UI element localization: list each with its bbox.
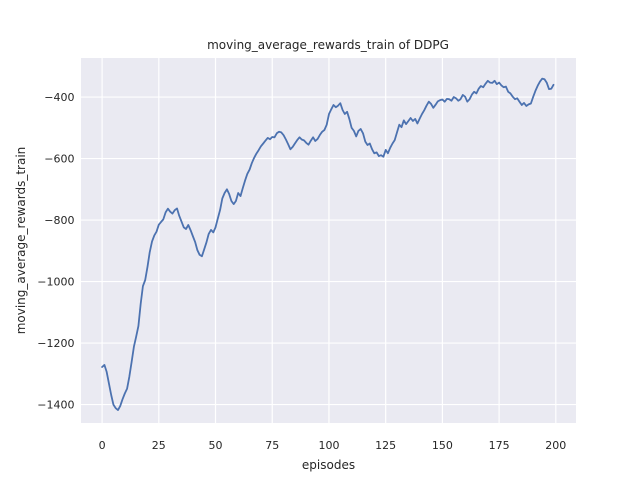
y-tick-label: −600: [44, 153, 74, 166]
plot-layer: 0 25 50 75 100 125 150 175 200 −400 −600 −800 −1000 −…: [37, 58, 576, 452]
x-tick-label: 0: [99, 439, 106, 452]
x-tick-label: 125: [375, 439, 396, 452]
y-tick-label: −1200: [37, 337, 74, 350]
y-axis-label: moving_average_rewards_train: [14, 147, 28, 335]
x-tick-label: 75: [265, 439, 279, 452]
y-tick-label: −1400: [37, 399, 74, 412]
x-tick-label: 150: [432, 439, 453, 452]
chart-title: moving_average_rewards_train of DDPG: [207, 38, 449, 52]
y-tick-label: −1000: [37, 276, 74, 289]
series-line: [101, 77, 555, 411]
x-axis-label: episodes: [302, 458, 355, 472]
y-tick-label: −400: [44, 91, 74, 104]
x-tick-label: 175: [489, 439, 510, 452]
y-tick-label: −800: [44, 214, 74, 227]
x-tick-label: 25: [152, 439, 166, 452]
x-tick-label: 50: [209, 439, 223, 452]
x-tick-label: 200: [545, 439, 566, 452]
x-tick-label: 100: [318, 439, 339, 452]
